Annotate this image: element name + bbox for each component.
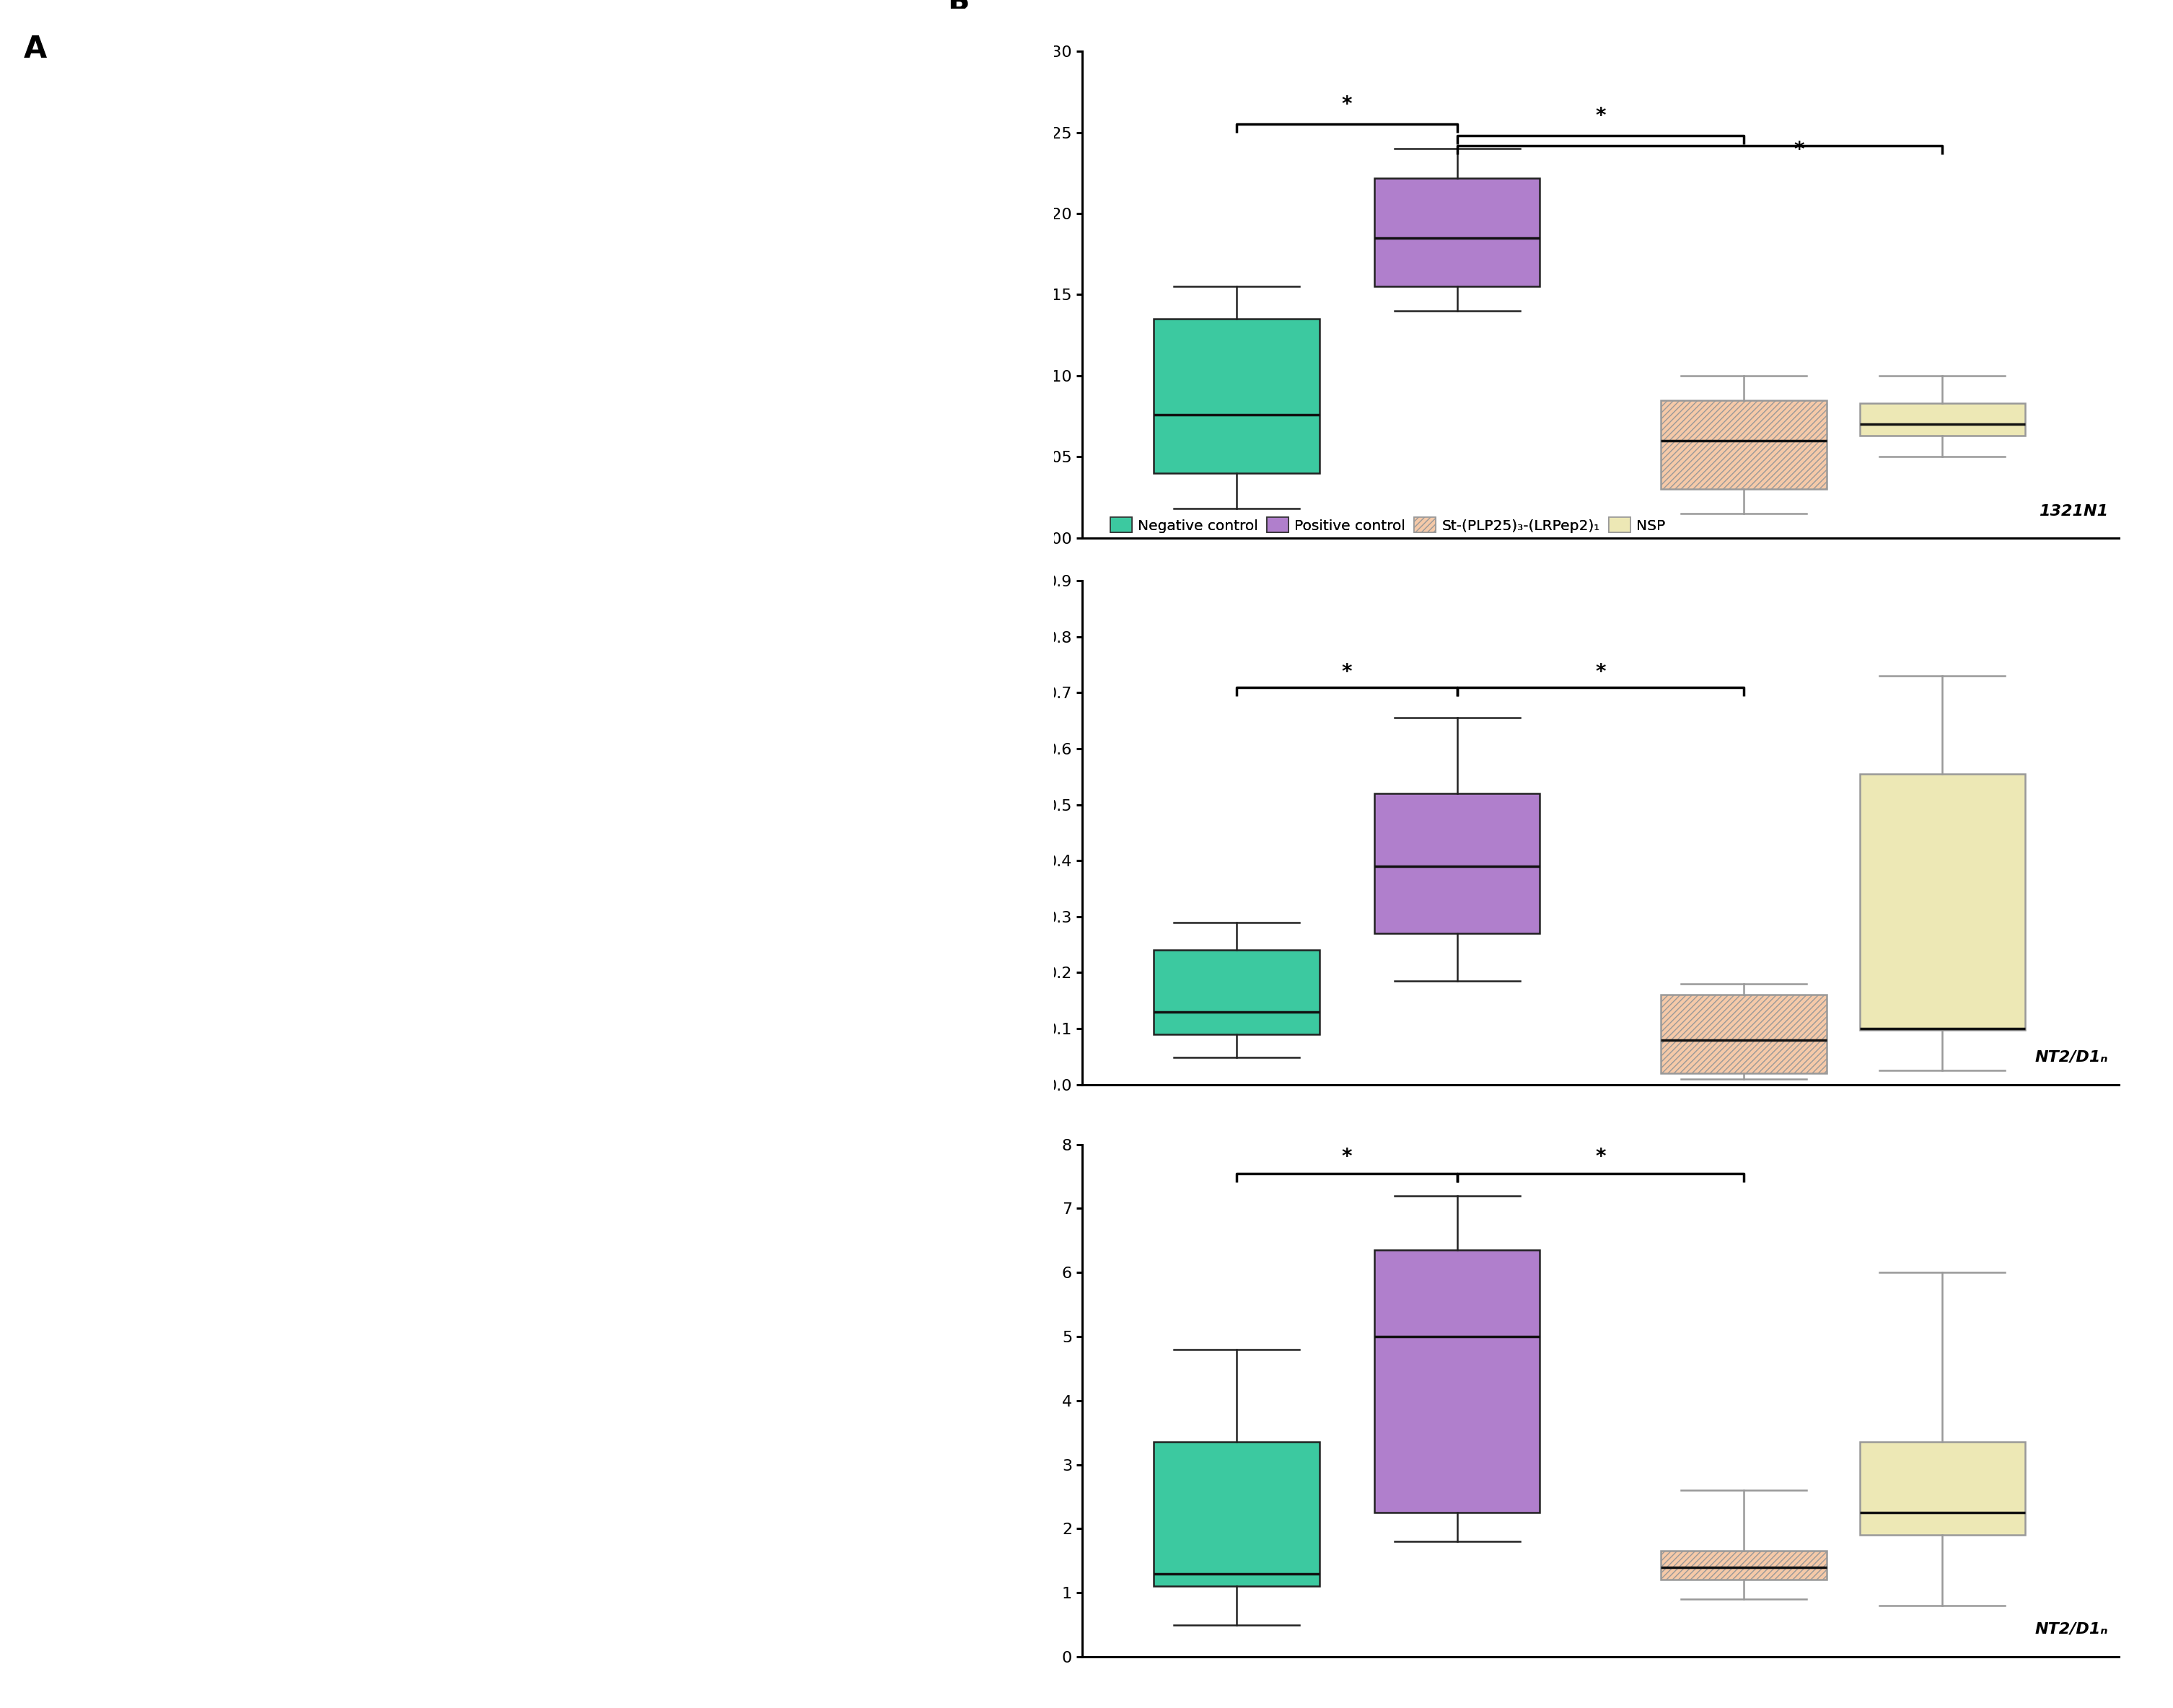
- Text: B: B: [947, 0, 971, 27]
- Text: *: *: [1341, 94, 1352, 114]
- Text: C: C: [947, 526, 969, 555]
- Text: A: A: [24, 34, 46, 65]
- Bar: [1860, 1442, 2025, 1535]
- Text: *: *: [1595, 663, 1606, 683]
- Bar: [1860, 774, 2025, 1030]
- Text: D: D: [947, 1088, 971, 1119]
- Bar: [1860, 403, 2025, 436]
- Bar: [1373, 178, 1541, 287]
- Bar: [1154, 1442, 1319, 1587]
- Bar: [1660, 1551, 1827, 1580]
- Text: *: *: [1793, 140, 1804, 161]
- Y-axis label: Filopodia/Lamellipodia: Filopodia/Lamellipodia: [1034, 1291, 1052, 1510]
- Text: *: *: [1595, 1146, 1606, 1167]
- Text: NT2/D1ₙ: NT2/D1ₙ: [2036, 1050, 2108, 1064]
- Bar: [1154, 319, 1319, 473]
- Bar: [1660, 996, 1827, 1073]
- Text: NT2/D1ₙ: NT2/D1ₙ: [2036, 1623, 2108, 1636]
- Y-axis label: Labeled surface area: Labeled surface area: [1019, 731, 1037, 934]
- Text: 1321N1: 1321N1: [2038, 504, 2108, 519]
- Text: *: *: [1595, 106, 1606, 126]
- Text: *: *: [1341, 663, 1352, 683]
- Bar: [1373, 794, 1541, 933]
- Bar: [1660, 400, 1827, 488]
- Bar: [1373, 1250, 1541, 1513]
- Legend: Negative control, Positive control, St-(PLP25)₃-(LRPep2)₁, NSP: Negative control, Positive control, St-(…: [1110, 518, 1665, 533]
- Text: *: *: [1341, 1146, 1352, 1167]
- Y-axis label: Labeled surface area: Labeled surface area: [1008, 193, 1026, 396]
- Bar: [1154, 950, 1319, 1033]
